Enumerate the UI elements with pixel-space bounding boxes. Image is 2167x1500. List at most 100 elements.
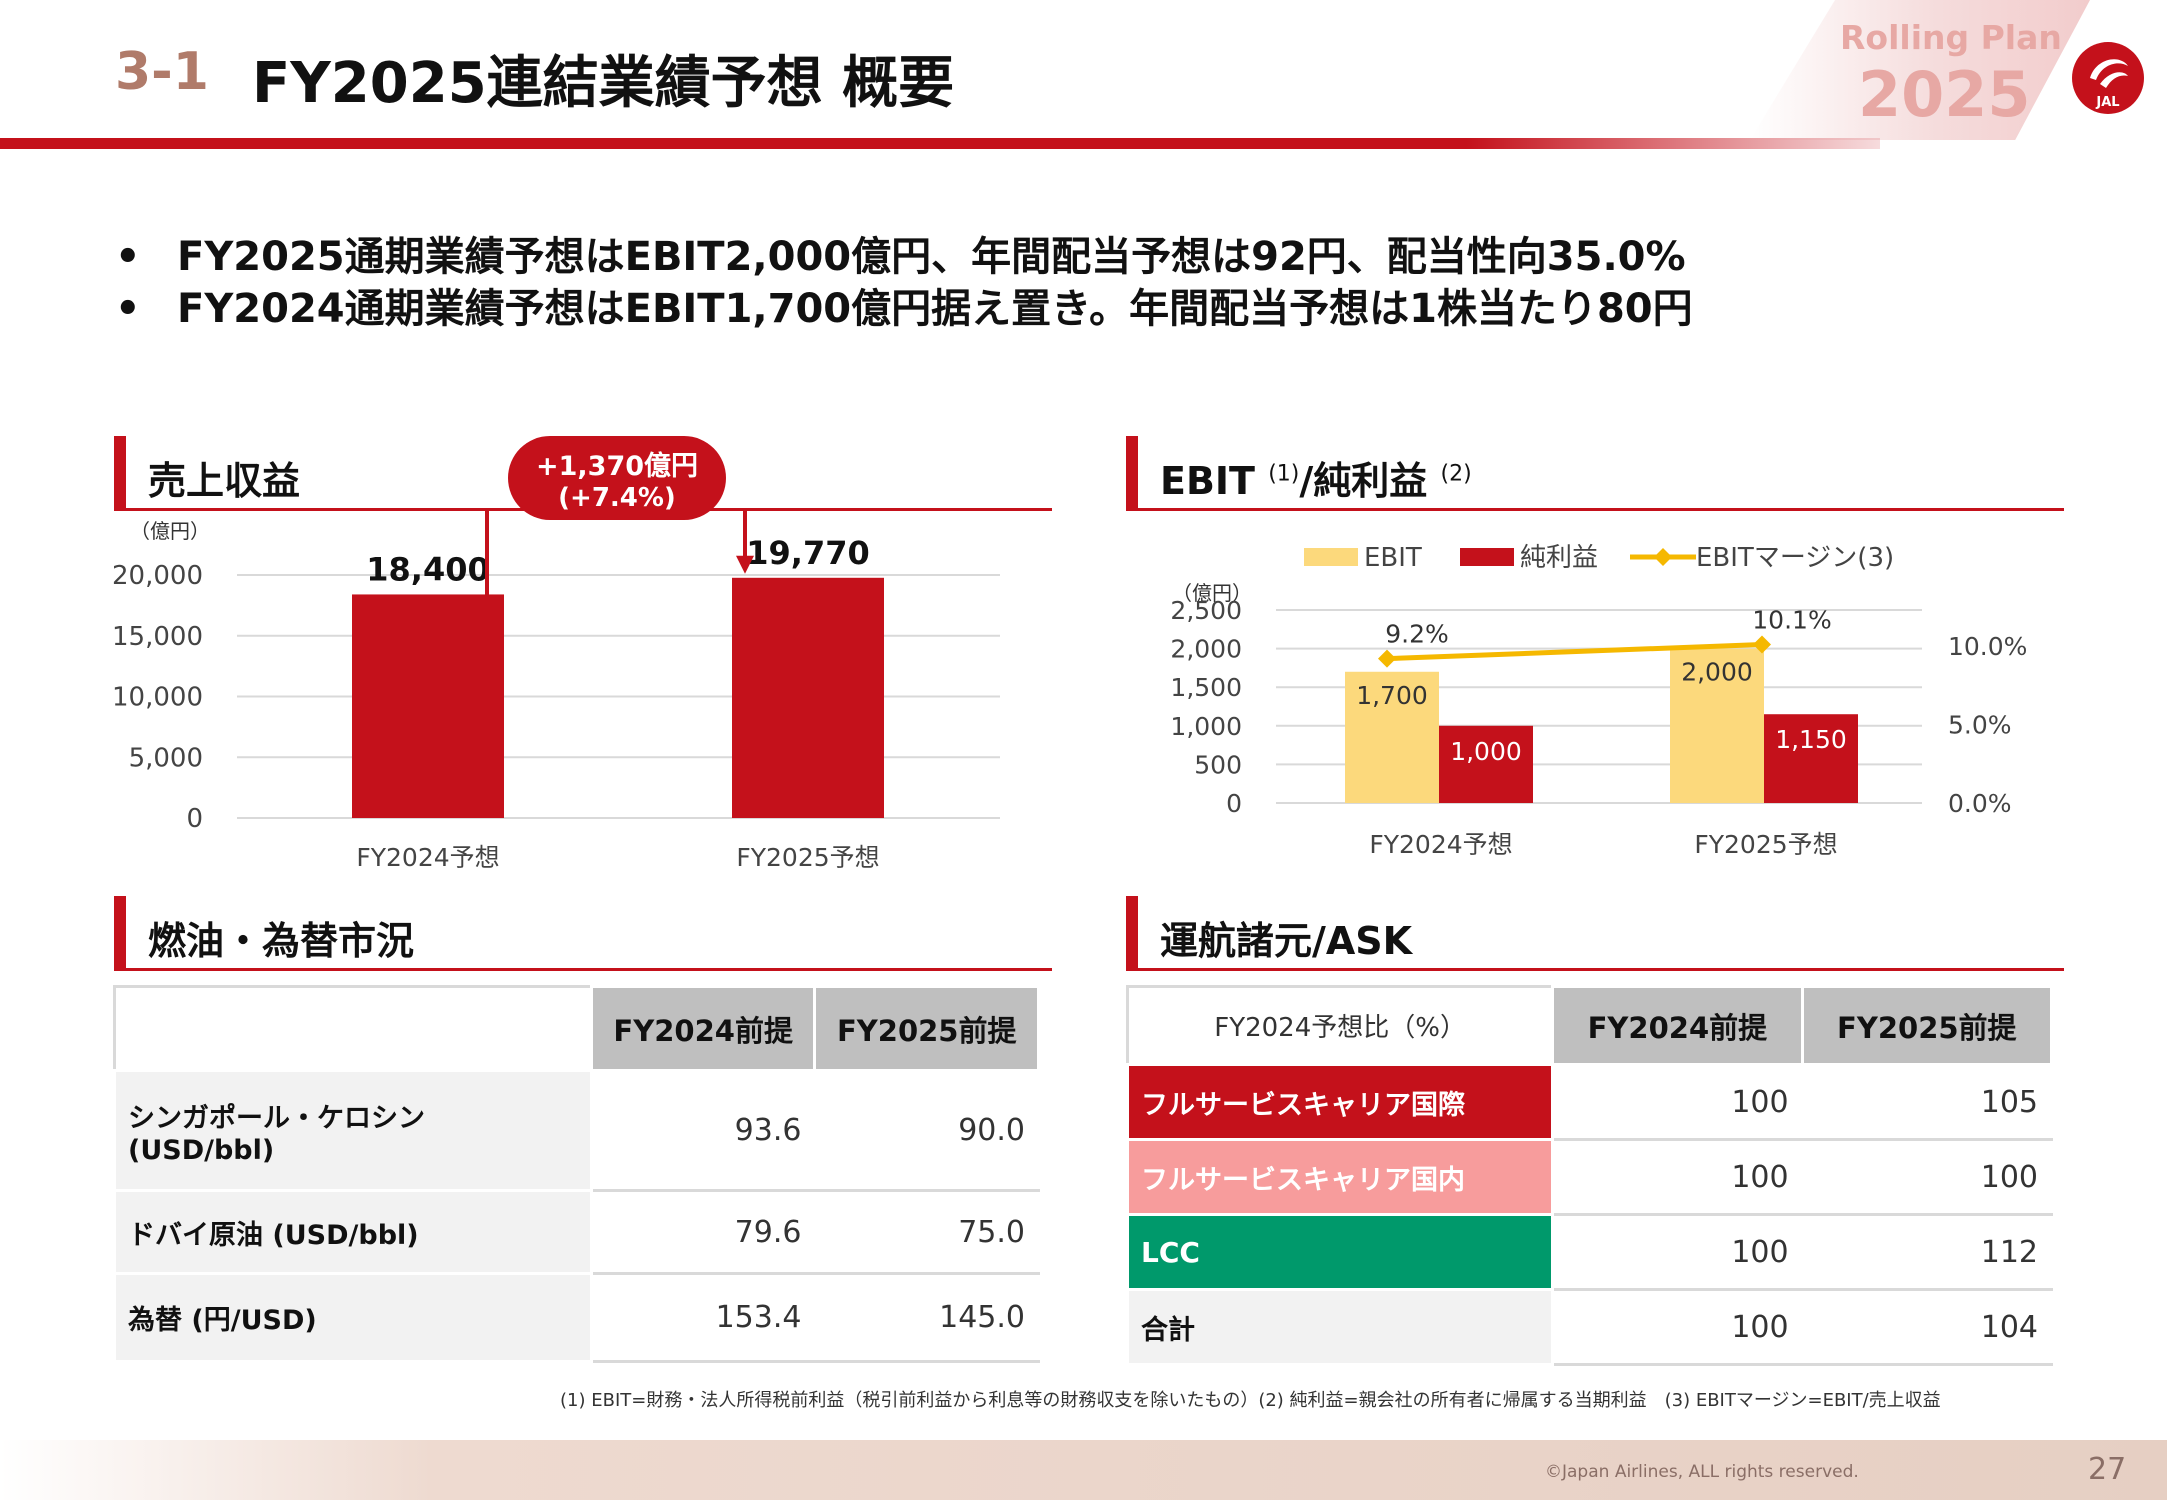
connector-right <box>743 510 747 558</box>
revenue-bar <box>732 577 884 818</box>
ebit-chart: EBIT 純利益 EBITマージン(3) （億円） 0 500 1,000 1,500 2,00… <box>1170 543 2027 859</box>
x-tick-label: FY2024予想 <box>356 843 499 872</box>
ebit-margin-point <box>1753 635 1771 654</box>
y-tick-label: 2,000 <box>1170 635 1242 664</box>
fuel-value: 153.4 <box>589 1272 817 1363</box>
ask-row-label-total: 合計 <box>1125 1288 1555 1366</box>
y-tick-label: 1,500 <box>1170 673 1242 702</box>
arrowhead <box>736 555 754 574</box>
plan-year: 2025 <box>1858 58 2031 131</box>
ask-value: 100 <box>1551 1213 1804 1291</box>
table-row: フルサービスキャリア国際 100 105 <box>1125 1063 2054 1141</box>
ebit-margin-label: 10.1% <box>1752 606 1831 635</box>
ebit-bar <box>1670 648 1764 803</box>
fuel-section-title: 燃油・為替市況 <box>148 919 415 963</box>
ebit-margin-line <box>1386 642 1763 662</box>
ask-value: 112 <box>1800 1213 2054 1291</box>
ebit-bar <box>1345 671 1439 803</box>
legend-label: 純利益 <box>1520 543 1598 573</box>
net-income-bar-label: 1,000 <box>1450 737 1522 766</box>
plan-label: Rolling Plan <box>1840 18 2062 57</box>
net-income-bar <box>1439 725 1533 803</box>
page-title: FY2025連結業績予想 概要 <box>252 51 955 116</box>
bullet-2: • FY2024通期業績予想はEBIT1,700億円据え置き。年間配当予想は1株当… <box>115 286 1693 332</box>
ask-value: 105 <box>1800 1063 2054 1141</box>
fuel-value: 79.6 <box>589 1189 817 1275</box>
ask-col-header: FY2025前提 <box>1800 985 2054 1066</box>
table-row: フルサービスキャリア国内 100 100 <box>1125 1138 2054 1216</box>
bar-value-label: 19,770 <box>746 534 869 572</box>
bullet-mark: • <box>115 286 141 332</box>
fuel-value: 145.0 <box>813 1272 1040 1363</box>
section-number: 3-1 <box>115 42 209 102</box>
ebit-bar-label: 1,700 <box>1356 681 1428 710</box>
ebit-section-header: EBIT (1)/純利益 (2) <box>1126 436 2064 511</box>
legend-label: EBITマージン(3) <box>1696 543 1894 573</box>
ebit-section-title: EBIT (1)/純利益 (2) <box>1160 459 1472 503</box>
table-row: LCC 100 112 <box>1125 1213 2054 1291</box>
net-income-bar-label: 1,150 <box>1775 725 1847 754</box>
revenue-section-title: 売上収益 <box>148 459 301 503</box>
ebit-unit-label: （億円） <box>1172 581 1252 605</box>
fuel-value: 93.6 <box>589 1069 817 1192</box>
table-row: ドバイ原油 (USD/bbl) 79.6 75.0 <box>113 1189 1040 1275</box>
y-tick-label: 20,000 <box>112 561 203 591</box>
fuel-corner-cell <box>114 986 593 1072</box>
delta-percent: (+7.4%) <box>558 483 676 513</box>
bar-value-label: 18,400 <box>366 550 489 588</box>
fuel-section-header: 燃油・為替市況 <box>114 896 1052 971</box>
revenue-unit-label: （億円） <box>130 519 210 543</box>
legend-swatch <box>1304 548 1358 566</box>
y-tick-label: 10,000 <box>112 683 203 713</box>
header-bar <box>0 138 1880 149</box>
table-row: 合計 100 104 <box>1125 1288 2054 1366</box>
legend-swatch <box>1460 548 1514 566</box>
delta-amount: +1,370億円 <box>535 451 699 482</box>
ask-col-header: FY2024前提 <box>1551 985 1804 1066</box>
fuel-table: FY2024前提 FY2025前提 シンガポール・ケロシン (USD/bbl) 9… <box>113 985 1040 1363</box>
ask-section-header: 運航諸元/ASK <box>1126 896 2064 971</box>
ask-section-title: 運航諸元/ASK <box>1160 919 1413 963</box>
legend-label: EBIT <box>1364 543 1422 573</box>
ask-value: 100 <box>1551 1063 1804 1141</box>
y2-tick-label: 10.0% <box>1948 632 2027 661</box>
y2-tick-label: 5.0% <box>1948 711 2012 740</box>
ask-row-label-fsc-dom: フルサービスキャリア国内 <box>1125 1138 1555 1216</box>
fuel-col-header: FY2025前提 <box>813 985 1040 1072</box>
footer-band <box>0 1440 2167 1500</box>
ebit-margin-point <box>1378 649 1396 668</box>
jal-logo: JAL <box>2072 42 2144 114</box>
legend-marker <box>1654 548 1672 566</box>
ask-corner-label: FY2024予想比（%） <box>1127 986 1555 1066</box>
table-row: 為替 (円/USD) 153.4 145.0 <box>113 1272 1040 1363</box>
ask-table: FY2024予想比（%） FY2024前提 FY2025前提 フルサービスキャリ… <box>1125 985 2054 1366</box>
y-tick-label: 500 <box>1194 750 1242 779</box>
fuel-value: 90.0 <box>813 1069 1040 1192</box>
x-tick-label: FY2025予想 <box>1694 830 1837 859</box>
page-number: 27 <box>2088 1452 2127 1487</box>
bullet-mark: • <box>115 234 141 280</box>
y-tick-label: 2,500 <box>1170 596 1242 625</box>
footnote: (1) EBIT=財務・法人所得税前利益（税引前利益から利息等の財務収支を除いた… <box>560 1390 1941 1411</box>
ebit-bar-label: 2,000 <box>1681 658 1753 687</box>
ask-value: 100 <box>1800 1138 2054 1216</box>
net-income-bar <box>1764 714 1858 803</box>
ask-value: 100 <box>1551 1138 1804 1216</box>
x-tick-label: FY2025予想 <box>736 843 879 872</box>
revenue-bar <box>352 594 504 818</box>
ask-row-label-fsc-intl: フルサービスキャリア国際 <box>1125 1063 1555 1141</box>
revenue-chart: （億円） 0 5,000 10,000 15,000 20,000 18,400 FY2024… <box>112 510 1000 872</box>
copyright: ©Japan Airlines, ALL rights reserved. <box>1545 1462 1859 1482</box>
ask-value: 104 <box>1800 1288 2054 1366</box>
y-tick-label: 5,000 <box>129 743 203 773</box>
table-row: シンガポール・ケロシン (USD/bbl) 93.6 90.0 <box>113 1069 1040 1192</box>
ask-value: 100 <box>1551 1288 1804 1366</box>
y-tick-label: 15,000 <box>112 622 203 652</box>
fuel-row-label: 為替 (円/USD) <box>113 1272 593 1363</box>
fuel-col-header: FY2024前提 <box>589 985 817 1072</box>
y-tick-label: 0 <box>1226 789 1242 818</box>
connector-left <box>485 510 489 595</box>
bullet-1: • FY2025通期業績予想はEBIT2,000億円、年間配当予想は92円、配当性… <box>115 234 1686 280</box>
ebit-margin-label: 9.2% <box>1385 620 1449 649</box>
y2-tick-label: 0.0% <box>1948 789 2012 818</box>
